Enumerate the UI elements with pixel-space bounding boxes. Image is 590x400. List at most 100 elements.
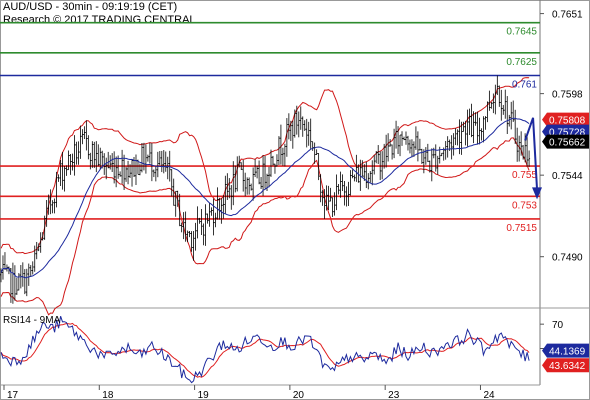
candlestick <box>256 165 259 179</box>
candlestick <box>434 144 437 172</box>
candlestick <box>37 243 40 252</box>
rsi-badge-label: 44.1369 <box>549 347 586 358</box>
candlestick <box>526 133 529 167</box>
candlestick <box>176 190 179 207</box>
candlestick <box>285 118 288 157</box>
candlestick <box>109 155 112 170</box>
candlestick <box>105 157 108 180</box>
candlestick <box>180 222 183 233</box>
candlestick <box>528 150 531 167</box>
candlestick <box>277 136 280 165</box>
candlestick <box>349 170 352 196</box>
candlestick <box>220 198 223 224</box>
candlestick <box>117 155 120 179</box>
candlestick <box>416 131 419 162</box>
candlestick <box>369 171 372 183</box>
candlestick <box>174 190 177 217</box>
rsi-ma-line <box>0 322 530 378</box>
candlestick <box>375 151 378 164</box>
candlestick <box>53 198 56 214</box>
candlestick <box>162 150 165 174</box>
candlestick <box>250 183 253 191</box>
candlestick <box>283 143 286 167</box>
candlestick <box>343 180 346 206</box>
candlestick <box>287 113 290 140</box>
price-tick-label: 0.7598 <box>552 90 583 101</box>
candlestick <box>460 121 463 155</box>
candlestick <box>13 265 16 301</box>
price-level-label: 0.761 <box>512 80 537 91</box>
candlestick <box>71 153 74 171</box>
candlestick <box>93 141 96 168</box>
candlestick <box>79 125 82 159</box>
candlestick <box>230 185 233 210</box>
candlestick <box>172 178 175 206</box>
forecast-arrow <box>524 117 539 190</box>
candlestick <box>125 166 128 182</box>
candlestick <box>307 121 310 146</box>
time-tick-label: 18 <box>102 390 114 400</box>
candlestick <box>476 111 479 145</box>
price-level-label: 0.755 <box>512 170 537 181</box>
time-tick-label: 17 <box>7 390 19 400</box>
candlestick <box>299 106 302 130</box>
candlestick <box>269 149 272 177</box>
candlestick <box>325 185 328 211</box>
candlestick <box>69 153 72 175</box>
candlestick <box>99 147 102 169</box>
price-tick-label: 0.7544 <box>552 171 583 182</box>
rsi-title: RSI14 - 9MA <box>3 315 61 326</box>
candlestick <box>397 126 400 155</box>
candlestick <box>341 174 344 192</box>
candlestick <box>347 181 350 207</box>
candlestick <box>63 165 66 192</box>
candlestick <box>321 190 324 206</box>
candlestick <box>502 104 505 115</box>
candlestick <box>488 90 491 111</box>
candlestick <box>353 174 356 182</box>
rsi-badge-bg <box>542 358 589 373</box>
candlestick <box>111 153 114 173</box>
candlestick <box>345 186 348 207</box>
candlestick <box>119 171 122 177</box>
candlestick <box>514 109 517 144</box>
candlestick <box>85 120 88 151</box>
candlestick <box>387 133 390 162</box>
candlestick <box>218 197 221 220</box>
candlestick <box>331 197 334 217</box>
candlestick <box>246 177 249 195</box>
candlestick <box>428 160 431 173</box>
rsi-line <box>0 316 530 384</box>
time-tick-label: 20 <box>293 390 305 400</box>
candlestick <box>3 252 6 270</box>
bollinger-upper <box>0 77 530 255</box>
candlestick <box>212 198 215 236</box>
candlestick <box>395 120 398 149</box>
candlestick <box>317 153 320 181</box>
candlestick <box>168 150 171 182</box>
candlestick <box>440 152 443 157</box>
candlestick <box>361 160 364 177</box>
candlestick <box>478 117 481 145</box>
candlestick <box>454 128 457 146</box>
candlestick <box>385 134 388 168</box>
candlestick <box>107 151 110 169</box>
candlestick <box>95 141 98 173</box>
candlestick <box>399 134 402 157</box>
price-badge-bg <box>542 134 589 149</box>
candlestick <box>65 165 68 176</box>
candlestick <box>43 215 46 240</box>
candlestick <box>160 150 163 173</box>
candlestick <box>252 167 255 201</box>
candlestick <box>27 263 30 286</box>
candlestick <box>75 141 78 165</box>
candlestick <box>355 154 358 182</box>
candlestick <box>466 109 469 147</box>
candlestick <box>518 135 521 162</box>
candlestick <box>146 154 149 162</box>
candlestick <box>262 155 265 196</box>
candlestick <box>242 159 245 192</box>
candlestick <box>178 193 181 227</box>
candlestick <box>81 129 84 145</box>
candlestick <box>329 187 332 202</box>
